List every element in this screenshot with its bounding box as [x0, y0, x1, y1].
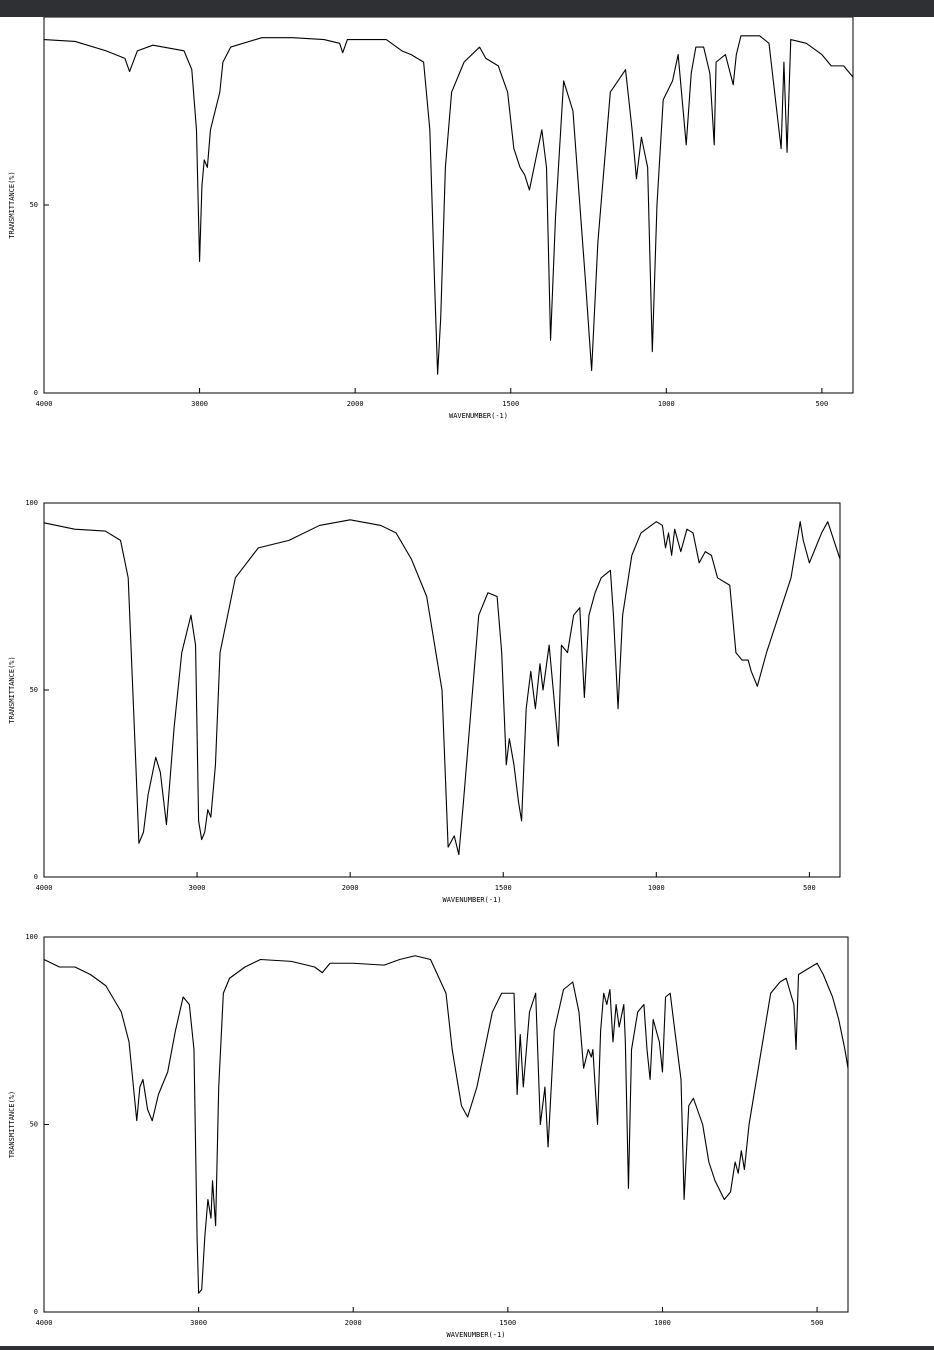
x-tick-label: 3000 — [190, 1319, 207, 1327]
x-tick-label: 500 — [816, 400, 829, 408]
bottom-bar — [0, 1346, 934, 1350]
x-tick-label: 1000 — [658, 400, 675, 408]
y-axis-label: TRANSMITTANCE(%) — [8, 171, 16, 238]
y-tick-label: 50 — [30, 686, 38, 694]
top-bar — [0, 0, 934, 17]
x-tick-label: 1500 — [499, 1319, 516, 1327]
x-tick-label: 500 — [803, 884, 816, 892]
x-tick-label: 500 — [811, 1319, 824, 1327]
x-tick-label: 3000 — [189, 884, 206, 892]
spectrum-line — [43, 519, 841, 856]
x-tick-label: 4000 — [36, 1319, 53, 1327]
y-tick-label: 100 — [25, 933, 38, 941]
x-tick-label: 3000 — [191, 400, 208, 408]
x-tick-label: 4000 — [36, 884, 53, 892]
y-tick-label: 50 — [30, 1121, 38, 1129]
x-axis-label: WAVENUMBER(-1) — [442, 896, 501, 904]
y-tick-label: 0 — [34, 1308, 38, 1316]
x-tick-label: 1000 — [654, 1319, 671, 1327]
y-tick-label: 50 — [30, 201, 38, 209]
x-tick-label: 2000 — [342, 884, 359, 892]
spectrum-line — [43, 35, 854, 375]
x-tick-label: 2000 — [347, 400, 364, 408]
x-tick-label: 1500 — [495, 884, 512, 892]
x-axis-label: WAVENUMBER(-1) — [446, 1331, 505, 1339]
x-tick-label: 4000 — [36, 400, 53, 408]
y-axis-label: TRANSMITTANCE(%) — [8, 656, 16, 723]
y-tick-label: 0 — [34, 389, 38, 397]
x-tick-label: 1500 — [502, 400, 519, 408]
y-axis-label: TRANSMITTANCE(%) — [8, 1091, 16, 1158]
x-axis-label: WAVENUMBER(-1) — [449, 412, 508, 420]
x-tick-label: 2000 — [345, 1319, 362, 1327]
x-tick-label: 1000 — [648, 884, 665, 892]
y-tick-label: 100 — [25, 499, 38, 507]
spectrum-line — [43, 955, 849, 1294]
y-tick-label: 0 — [34, 873, 38, 881]
